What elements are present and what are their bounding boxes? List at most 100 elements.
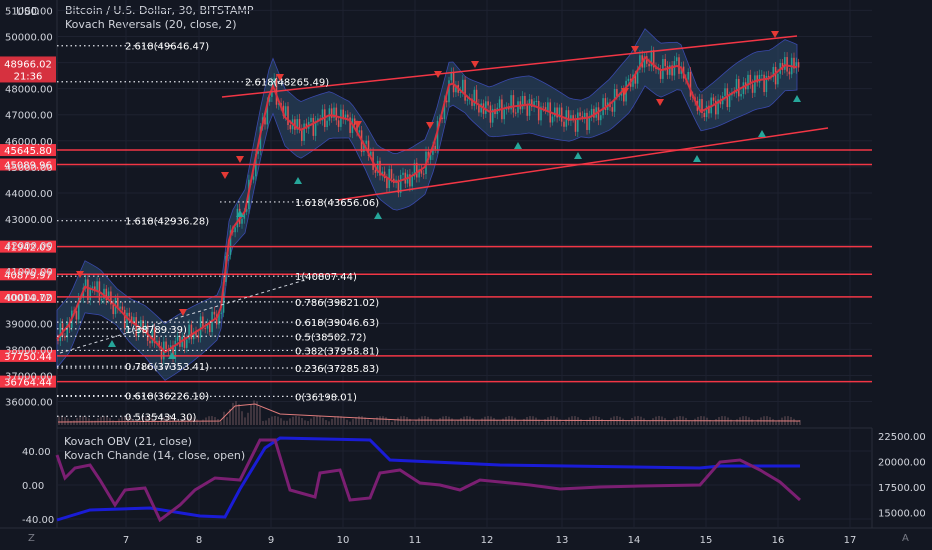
volume-bar bbox=[409, 418, 411, 425]
volume-bar bbox=[373, 419, 375, 425]
candle-body bbox=[186, 339, 188, 348]
indicator-legend[interactable]: Kovach Reversals (20, close, 2) bbox=[65, 18, 237, 31]
volume-bar bbox=[439, 417, 441, 425]
volume-bar bbox=[556, 417, 558, 425]
reversal-up-marker bbox=[514, 142, 522, 149]
reversal-down-marker bbox=[771, 31, 779, 38]
candle-body bbox=[485, 101, 487, 114]
volume-bar bbox=[103, 416, 105, 425]
candle-body bbox=[765, 75, 768, 93]
candle-body bbox=[365, 140, 367, 144]
right-axis-tick: 15000.00 bbox=[878, 509, 926, 520]
price-axis-tick: 45000.00 bbox=[5, 163, 53, 174]
volume-bar bbox=[433, 421, 435, 425]
candle-body bbox=[188, 324, 190, 340]
volume-bar bbox=[220, 421, 222, 425]
candle-body bbox=[747, 74, 749, 90]
volume-bar bbox=[265, 420, 267, 425]
auto-scale-icon[interactable]: A bbox=[902, 533, 909, 544]
volume-bar bbox=[673, 418, 675, 425]
candle-body bbox=[593, 108, 595, 118]
candle-body bbox=[119, 306, 121, 309]
candle-body bbox=[758, 74, 761, 83]
candle-body bbox=[475, 89, 478, 105]
price-axis-tick: 42000.00 bbox=[5, 241, 53, 252]
candle-body bbox=[195, 331, 197, 336]
reversal-down-marker bbox=[471, 61, 479, 68]
candle-body bbox=[402, 172, 404, 175]
volume-bar bbox=[280, 418, 282, 425]
candle-body bbox=[544, 107, 547, 111]
volume-bar bbox=[628, 420, 630, 425]
volume-bar bbox=[304, 420, 306, 425]
candle-body bbox=[643, 56, 646, 68]
reversal-up-marker bbox=[758, 130, 766, 137]
volume-bar bbox=[601, 418, 603, 425]
candle-body bbox=[241, 218, 243, 224]
candle-body bbox=[356, 125, 358, 133]
candle-body bbox=[358, 130, 361, 133]
candle-body bbox=[452, 72, 455, 93]
volume-bar bbox=[523, 418, 525, 425]
candle-body bbox=[289, 125, 292, 130]
candle-body bbox=[726, 88, 729, 107]
candle-body bbox=[535, 100, 538, 102]
candle-body bbox=[100, 298, 103, 301]
volume-bar bbox=[322, 417, 324, 425]
volume-bar bbox=[631, 418, 633, 425]
timezone-icon[interactable]: Z bbox=[28, 533, 35, 544]
obv-legend: Kovach OBV (21, close) bbox=[64, 435, 192, 448]
candle-body bbox=[774, 66, 777, 85]
candle-body bbox=[540, 106, 542, 121]
candle-body bbox=[105, 288, 108, 301]
candle-body bbox=[158, 340, 160, 348]
candle-body bbox=[761, 74, 763, 76]
volume-bar bbox=[277, 416, 279, 425]
candle-body bbox=[471, 98, 473, 106]
candle-body bbox=[204, 328, 206, 330]
reversal-down-marker bbox=[221, 172, 229, 179]
level-tag-text: 45645.80 bbox=[4, 146, 52, 157]
candle-body bbox=[450, 72, 453, 81]
volume-bar bbox=[751, 419, 753, 425]
volume-bar bbox=[85, 416, 87, 425]
volume-bar bbox=[562, 421, 564, 425]
volume-bar bbox=[346, 419, 348, 425]
reversal-down-marker bbox=[276, 74, 284, 81]
candle-body bbox=[296, 119, 298, 130]
volume-bar bbox=[274, 416, 276, 425]
volume-bar bbox=[583, 421, 585, 425]
candle-body bbox=[551, 116, 554, 123]
candle-body bbox=[312, 117, 315, 136]
candle-body bbox=[344, 114, 347, 120]
volume-bar bbox=[142, 416, 144, 425]
volume-bar bbox=[106, 416, 108, 425]
candle-body bbox=[287, 106, 289, 126]
volume-bar bbox=[247, 412, 249, 425]
candle-body bbox=[590, 108, 593, 117]
volume-bar bbox=[421, 416, 423, 425]
candle-body bbox=[416, 162, 418, 178]
volume-bar bbox=[463, 416, 465, 425]
volume-bar bbox=[472, 418, 474, 425]
fib-label: 1(38789.39) bbox=[125, 325, 187, 336]
current-price: 48966.02 bbox=[4, 59, 52, 70]
candle-body bbox=[636, 69, 639, 84]
candle-body bbox=[330, 108, 333, 118]
reversal-down-marker bbox=[434, 71, 442, 78]
candle-body bbox=[742, 82, 745, 94]
volume-bar bbox=[82, 416, 84, 425]
candle-body bbox=[436, 120, 439, 150]
reversal-up-marker bbox=[374, 212, 382, 219]
candle-body bbox=[94, 286, 96, 292]
volume-bar bbox=[730, 419, 732, 425]
candle-body bbox=[383, 171, 386, 179]
fib-label: 0.382(37958.81) bbox=[295, 346, 379, 357]
candle-body bbox=[705, 105, 708, 118]
candle-body bbox=[206, 323, 209, 329]
candle-body bbox=[298, 119, 301, 129]
volume-bar bbox=[292, 416, 294, 425]
volume-bar bbox=[94, 420, 96, 425]
level-tag bbox=[0, 240, 56, 253]
